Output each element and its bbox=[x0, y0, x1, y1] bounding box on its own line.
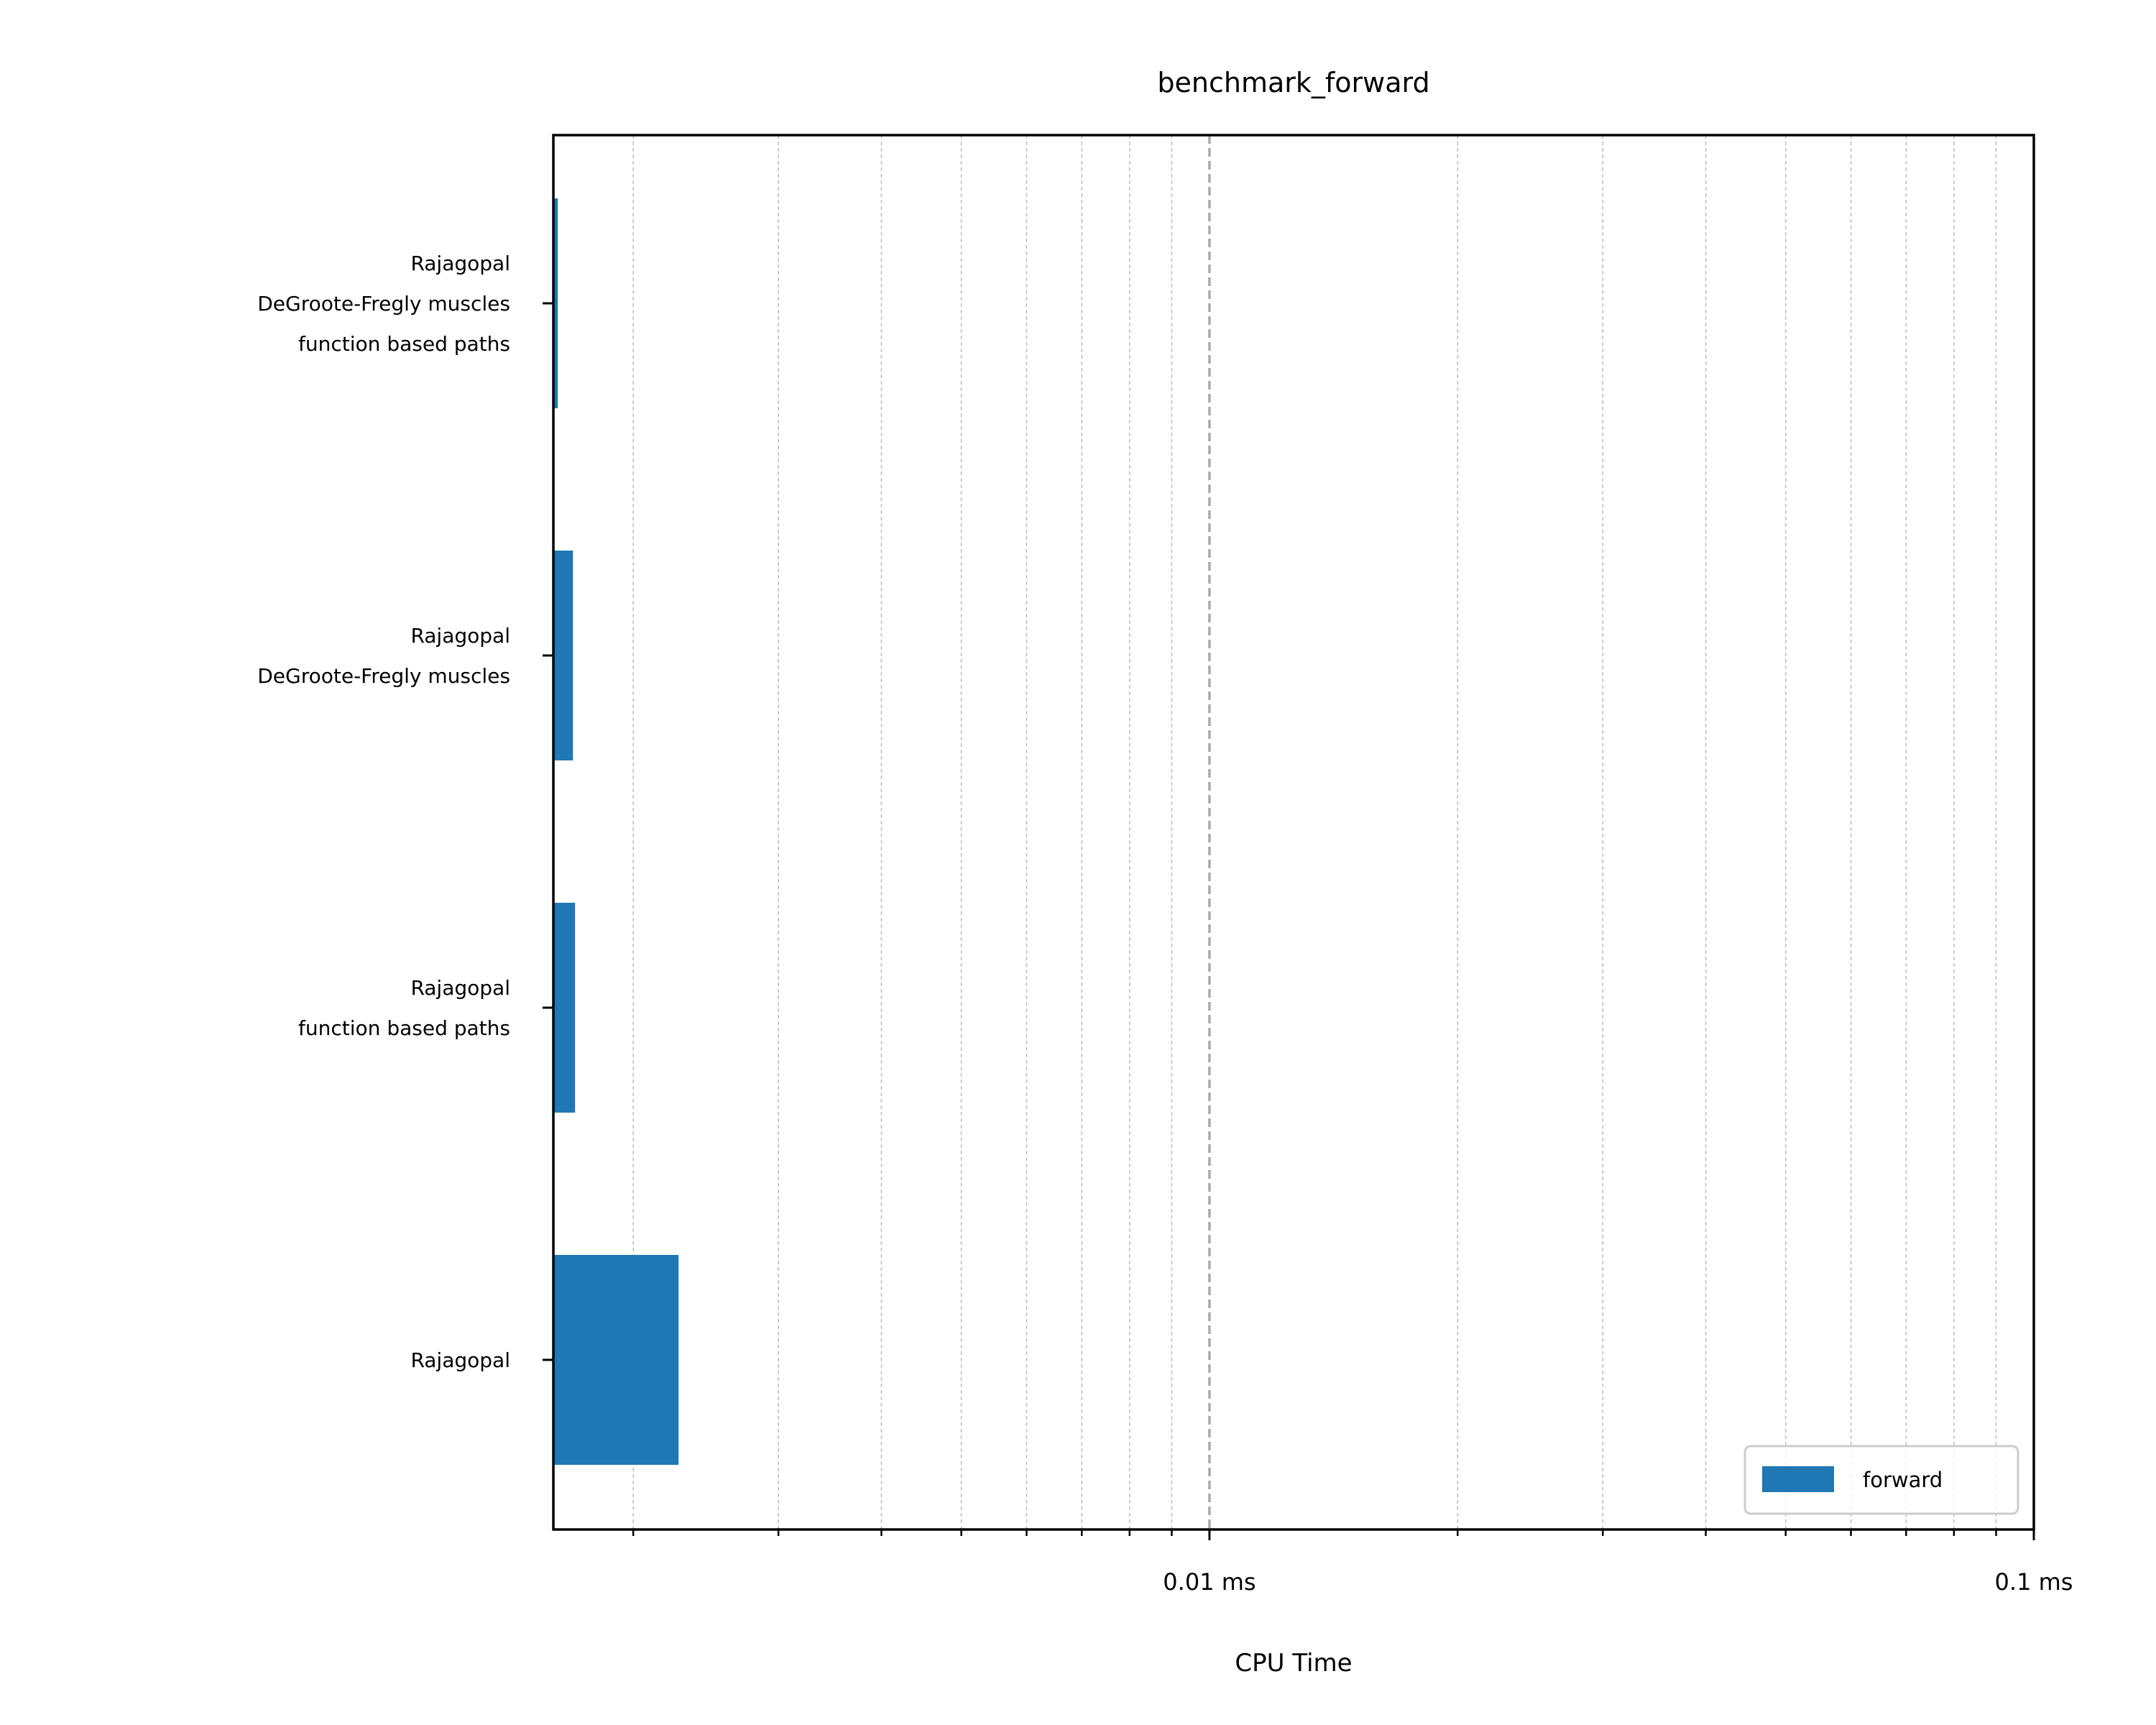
bars bbox=[553, 198, 679, 1465]
legend-swatch-forward bbox=[1762, 1466, 1834, 1492]
y-tick-label: Rajagopal bbox=[410, 976, 510, 1000]
y-tick-label: Rajagopal bbox=[410, 1348, 510, 1372]
x-axis-label: CPU Time bbox=[1235, 1649, 1352, 1678]
x-tick-label: 0.1 ms bbox=[1995, 1568, 2073, 1596]
bar bbox=[553, 198, 558, 408]
y-tick-label: DeGroote-Fregly muscles bbox=[257, 292, 510, 316]
y-tick-label: function based paths bbox=[298, 1016, 510, 1040]
bar bbox=[553, 903, 576, 1113]
bar bbox=[553, 551, 573, 760]
plot-frame bbox=[552, 134, 2035, 1531]
legend-box bbox=[1743, 1445, 2019, 1515]
chart-title: benchmark_forward bbox=[1157, 67, 1429, 98]
y-tick-label: function based paths bbox=[298, 332, 510, 356]
legend: forward bbox=[1743, 1445, 2019, 1515]
x-axis-ticks: 0.01 ms 0.1 ms bbox=[632, 1530, 2073, 1596]
y-tick-label: DeGroote-Fregly muscles bbox=[257, 664, 510, 688]
legend-label-forward: forward bbox=[1863, 1468, 1943, 1492]
x-tick-label: 0.01 ms bbox=[1163, 1568, 1256, 1596]
y-axis-ticks: Rajagopal DeGroote-Fregly muscles function… bbox=[257, 252, 553, 1372]
bar bbox=[553, 1255, 679, 1465]
y-tick-label: Rajagopal bbox=[410, 252, 510, 275]
y-tick-label: Rajagopal bbox=[410, 624, 510, 648]
